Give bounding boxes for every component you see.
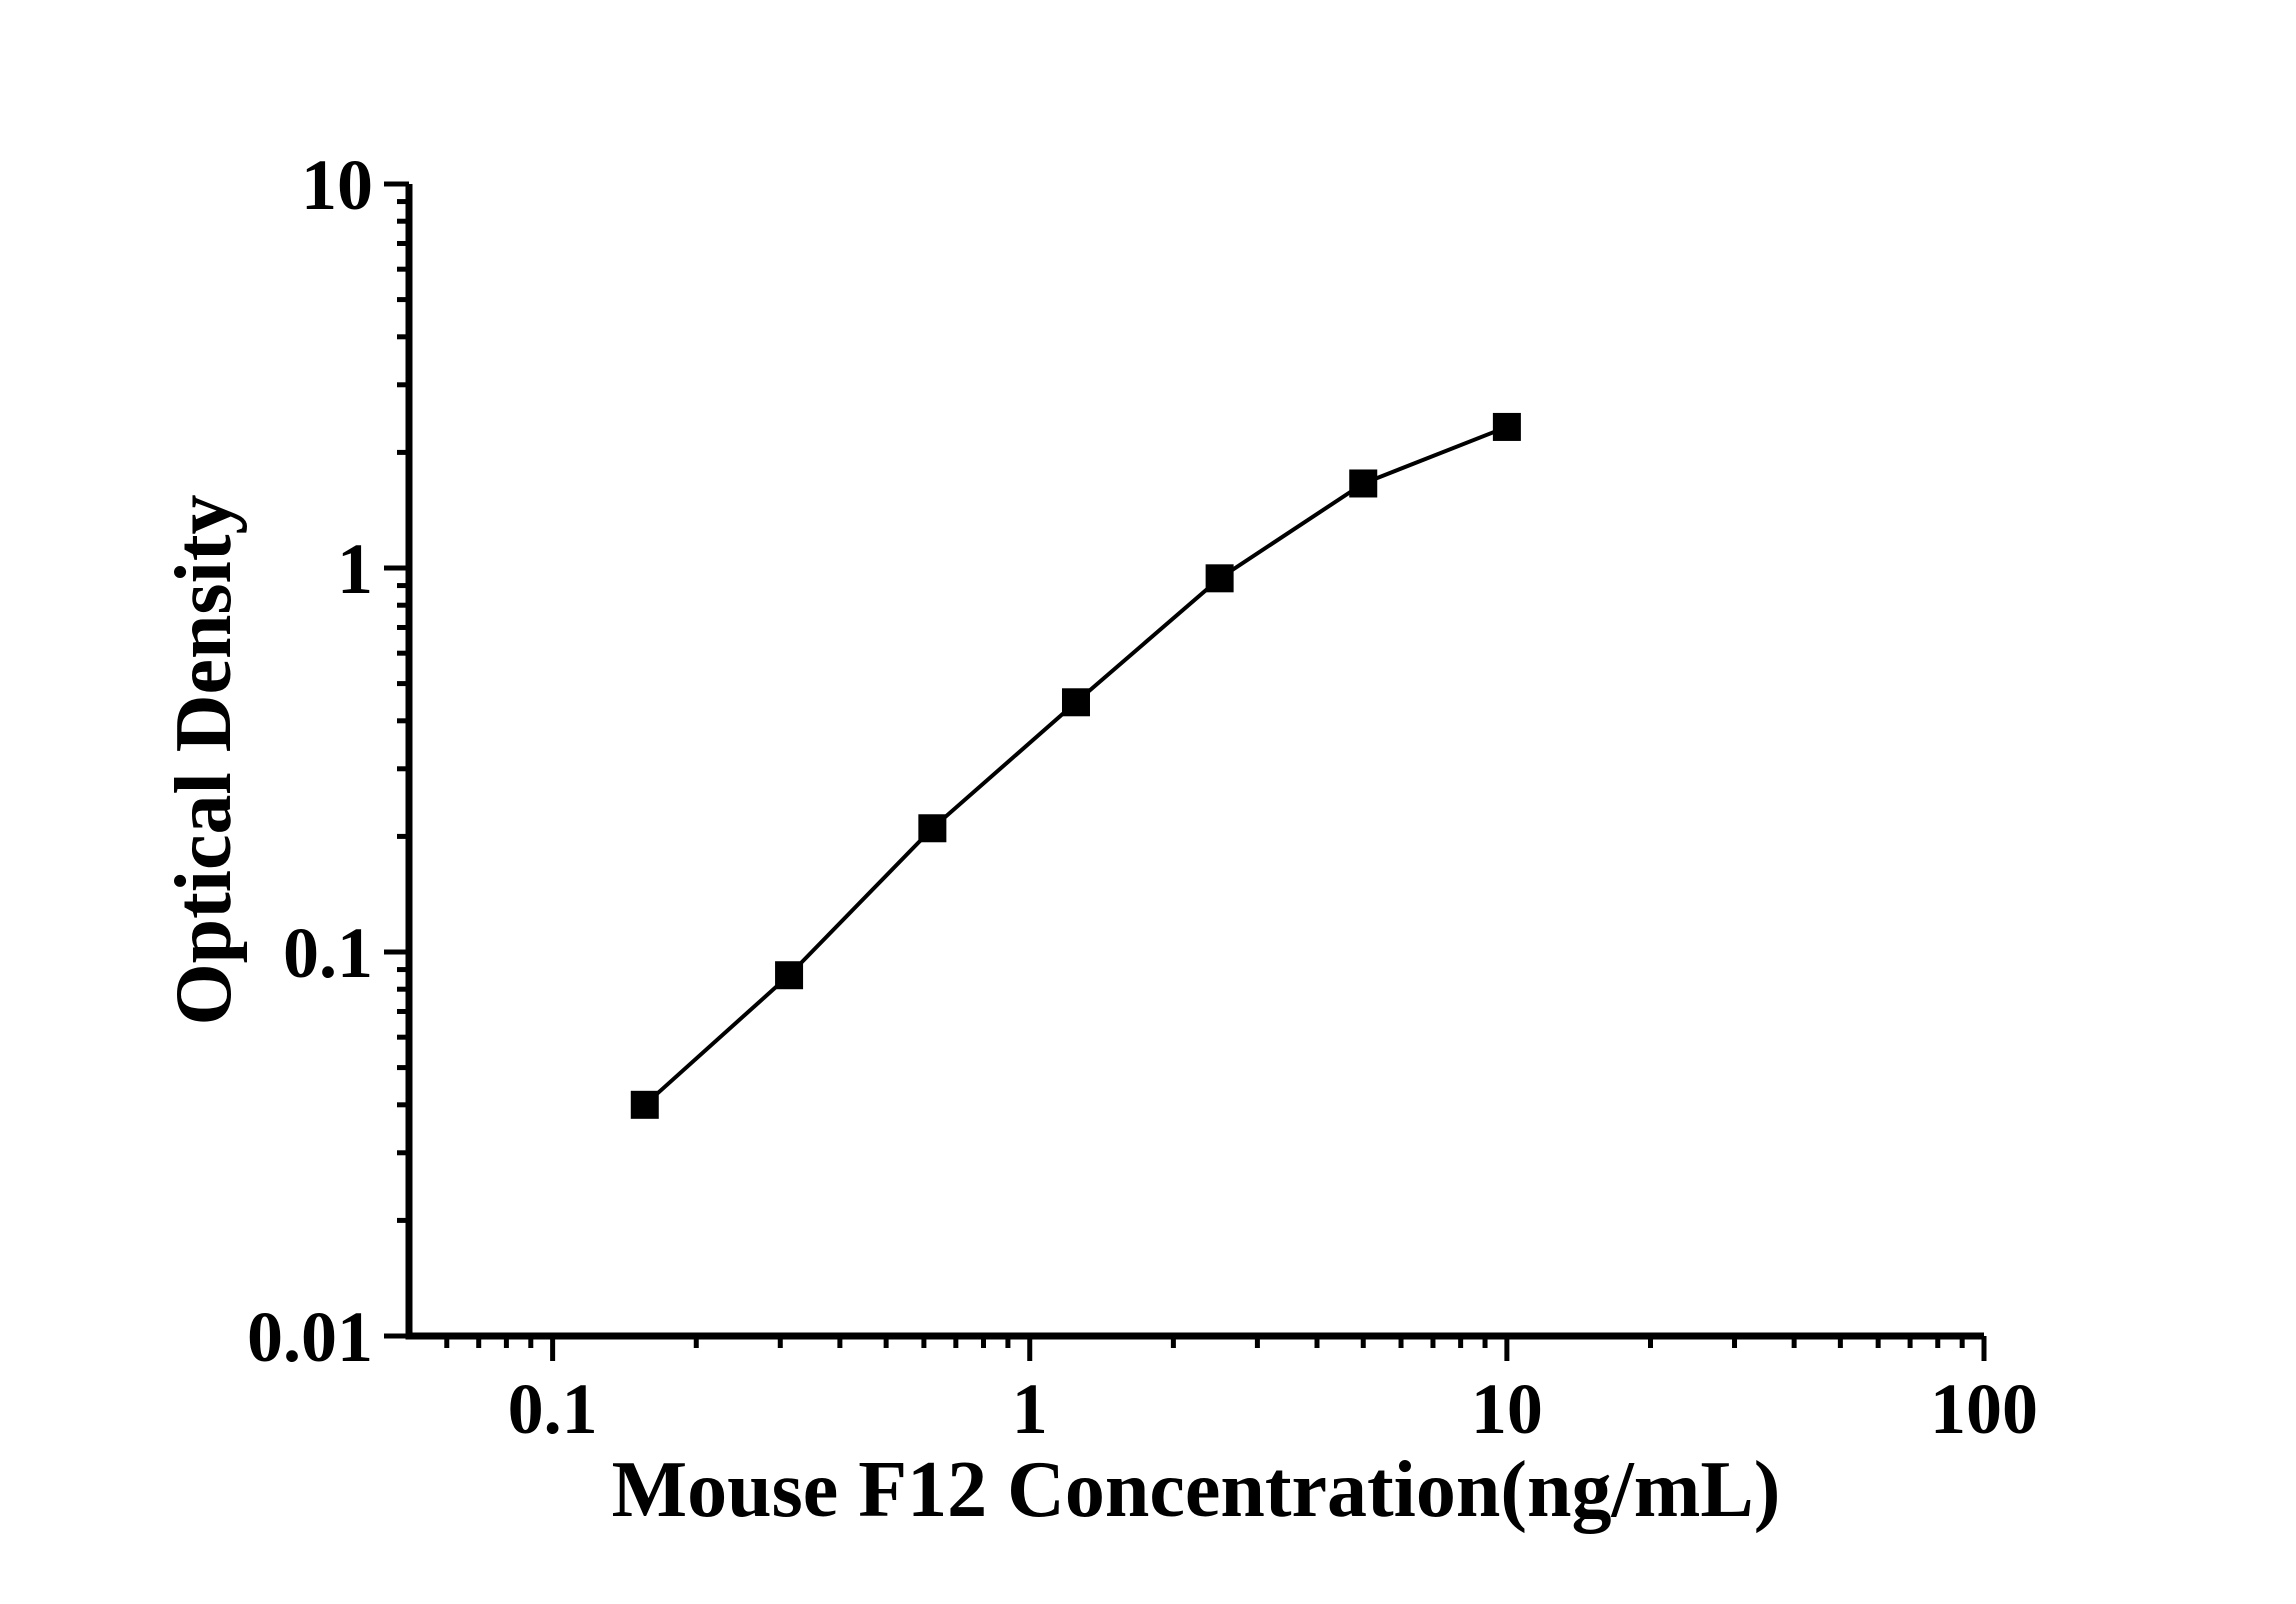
y-tick-label: 10 [301,145,373,225]
x-axis-title: Mouse F12 Concentration(ng/mL) [612,1446,1781,1534]
axis-spine [405,184,1984,1340]
data-point-marker [918,814,947,843]
standard-curve-line [643,425,1508,1107]
axes: 0.1 1 10 100 0.01 0.1 1 10 [247,145,2038,1449]
y-tick-label: 0.01 [247,1297,373,1377]
y-tick-label: 1 [337,529,373,609]
x-tick-label: 10 [1471,1369,1543,1449]
data-point-marker [630,1090,659,1119]
data-point-marker [1205,564,1234,593]
data-series [630,412,1521,1119]
data-point-marker [1061,688,1090,717]
data-point-marker [1492,412,1521,441]
data-point-marker [775,961,804,990]
x-tick-label: 1 [1012,1369,1048,1449]
x-tick-label: 100 [1930,1369,2038,1449]
y-tick-label: 0.1 [283,913,373,993]
x-tick-label: 0.1 [508,1369,598,1449]
y-axis-title: Optical Density [160,494,248,1025]
data-point-marker [1349,469,1378,498]
